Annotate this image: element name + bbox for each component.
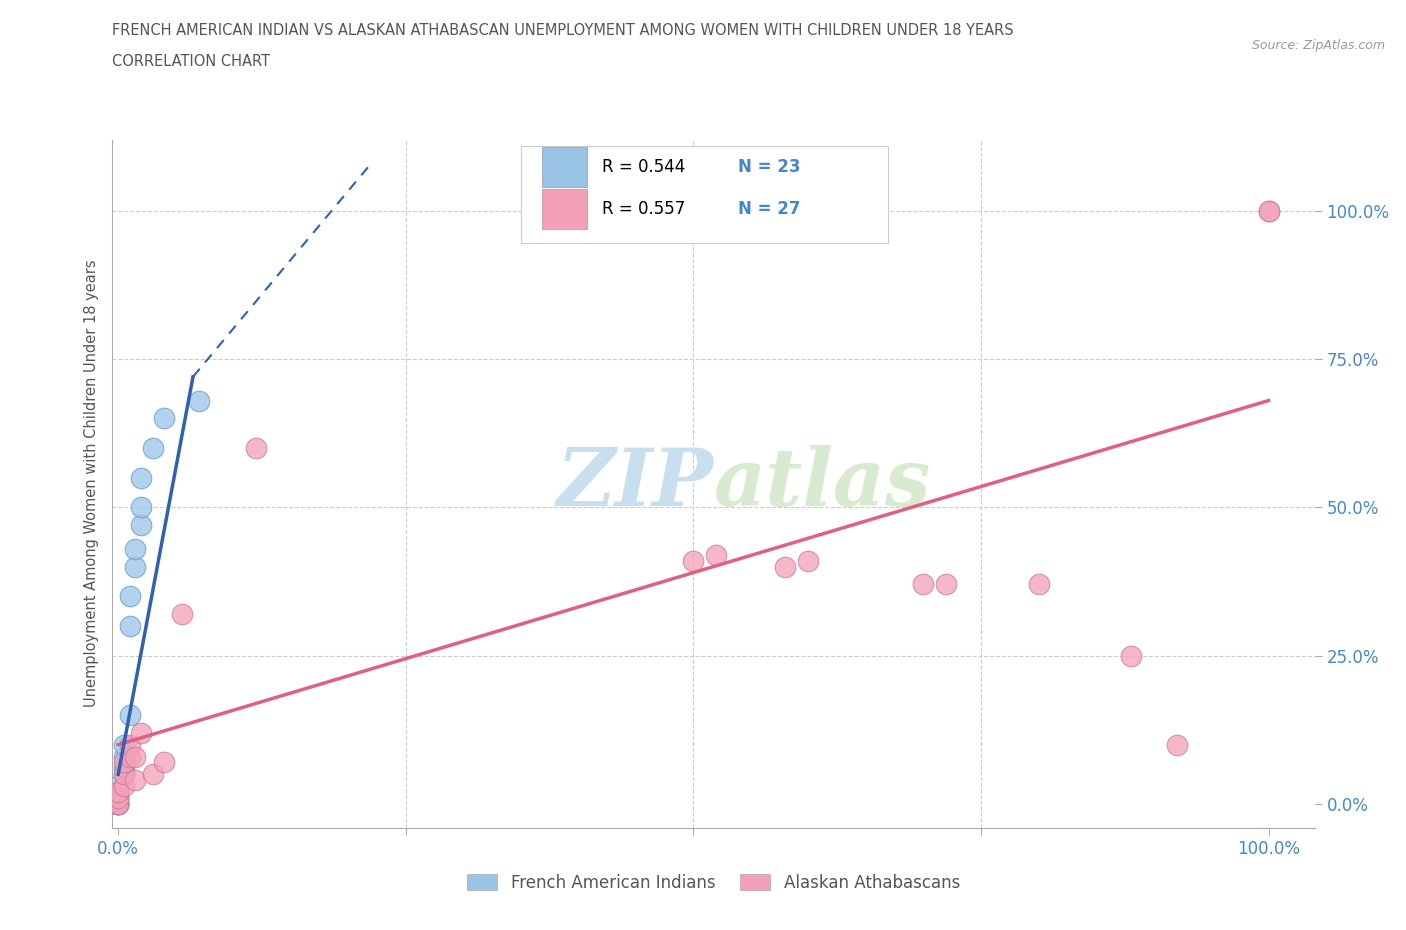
Point xyxy=(107,790,129,805)
Point xyxy=(129,471,152,485)
Point xyxy=(124,773,146,788)
Point xyxy=(107,796,129,811)
Point xyxy=(118,618,141,633)
Point xyxy=(153,411,176,426)
Point xyxy=(124,541,146,556)
Point xyxy=(124,749,146,764)
Point xyxy=(1257,204,1279,219)
Point xyxy=(112,749,135,764)
Legend: French American Indians, Alaskan Athabascans: French American Indians, Alaskan Athabas… xyxy=(461,867,966,898)
Text: atlas: atlas xyxy=(713,445,931,523)
Point xyxy=(129,500,152,515)
Point xyxy=(107,790,129,805)
Text: N = 23: N = 23 xyxy=(738,158,800,177)
Y-axis label: Unemployment Among Women with Children Under 18 years: Unemployment Among Women with Children U… xyxy=(84,259,100,708)
Point xyxy=(682,553,704,568)
FancyBboxPatch shape xyxy=(541,148,588,188)
Point xyxy=(153,755,176,770)
Point xyxy=(797,553,820,568)
FancyBboxPatch shape xyxy=(522,146,887,243)
Point xyxy=(775,559,797,574)
Point xyxy=(142,441,165,456)
Point xyxy=(118,589,141,604)
Point xyxy=(107,796,129,811)
Point xyxy=(912,577,935,591)
Point xyxy=(107,793,129,808)
FancyBboxPatch shape xyxy=(541,189,588,229)
Point xyxy=(112,778,135,793)
Point xyxy=(112,767,135,782)
Point xyxy=(245,441,267,456)
Text: N = 27: N = 27 xyxy=(738,200,800,218)
Point xyxy=(129,518,152,533)
Point xyxy=(107,790,129,805)
Point xyxy=(118,708,141,723)
Point xyxy=(107,785,129,800)
Point xyxy=(124,559,146,574)
Text: R = 0.544: R = 0.544 xyxy=(602,158,685,177)
Point xyxy=(107,796,129,811)
Point xyxy=(118,749,141,764)
Point xyxy=(129,725,152,740)
Point xyxy=(170,606,193,621)
Point xyxy=(112,761,135,776)
Text: R = 0.557: R = 0.557 xyxy=(602,200,685,218)
Point xyxy=(187,393,209,408)
Point xyxy=(107,796,129,811)
Point xyxy=(112,755,135,770)
Point xyxy=(142,767,165,782)
Text: ZIP: ZIP xyxy=(557,445,713,523)
Point xyxy=(107,778,129,793)
Point xyxy=(935,577,957,591)
Text: CORRELATION CHART: CORRELATION CHART xyxy=(112,54,270,69)
Point xyxy=(1257,204,1279,219)
Point xyxy=(107,785,129,800)
Point xyxy=(107,796,129,811)
Point xyxy=(112,737,135,752)
Text: FRENCH AMERICAN INDIAN VS ALASKAN ATHABASCAN UNEMPLOYMENT AMONG WOMEN WITH CHILD: FRENCH AMERICAN INDIAN VS ALASKAN ATHABA… xyxy=(112,23,1014,38)
Point xyxy=(1028,577,1050,591)
Point xyxy=(118,737,141,752)
Point xyxy=(112,767,135,782)
Point xyxy=(1119,648,1142,663)
Point xyxy=(706,548,728,563)
Text: Source: ZipAtlas.com: Source: ZipAtlas.com xyxy=(1251,39,1385,52)
Point xyxy=(1166,737,1188,752)
